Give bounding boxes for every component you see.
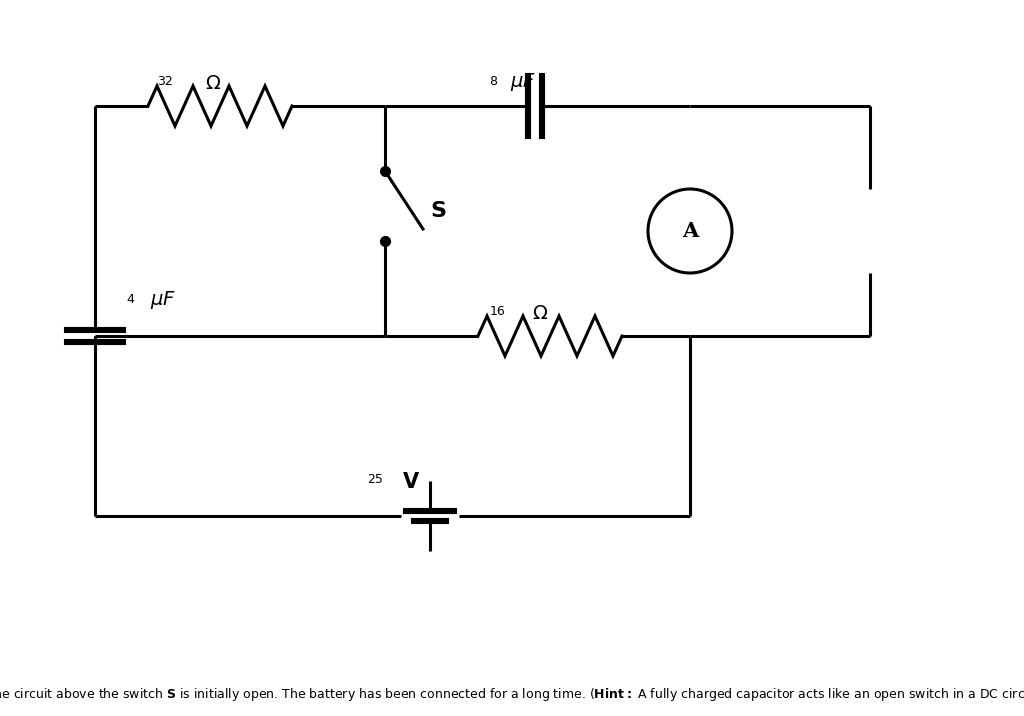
Text: 4: 4 <box>126 293 134 306</box>
Text: A: A <box>682 221 698 241</box>
Text: $\mathbf{V}$: $\mathbf{V}$ <box>402 472 420 492</box>
Text: In the circuit above the switch $\mathbf{S}$ is initially open. The battery has : In the circuit above the switch $\mathbf… <box>0 686 1024 703</box>
Text: 25: 25 <box>367 473 383 486</box>
Text: 16: 16 <box>490 305 506 318</box>
Text: 8: 8 <box>489 75 497 88</box>
Text: $\mu F$: $\mu F$ <box>150 289 176 311</box>
Text: $\mathbf{S}$: $\mathbf{S}$ <box>430 200 446 222</box>
Text: $\Omega$: $\Omega$ <box>205 74 221 93</box>
Text: $\Omega$: $\Omega$ <box>532 304 548 323</box>
Text: $\mu F$: $\mu F$ <box>510 71 537 93</box>
Text: 32: 32 <box>157 75 173 88</box>
